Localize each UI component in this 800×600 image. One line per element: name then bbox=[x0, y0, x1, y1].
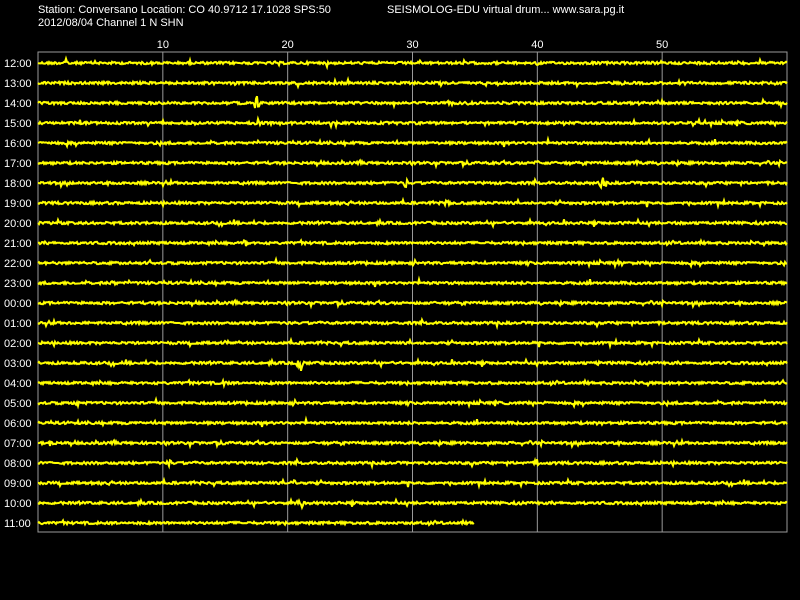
x-tick-label: 30 bbox=[406, 39, 418, 51]
trace-0600 bbox=[37, 415, 788, 428]
row-label: 11:00 bbox=[4, 518, 31, 530]
row-label: 08:00 bbox=[4, 458, 32, 470]
row-label: 14:00 bbox=[4, 98, 32, 110]
trace-1500 bbox=[37, 115, 788, 131]
row-label: 04:00 bbox=[4, 378, 32, 390]
trace-1400 bbox=[37, 95, 788, 110]
product-info: SEISMOLOG-EDU virtual drum... www.sara.p… bbox=[387, 4, 625, 16]
trace-0700 bbox=[37, 437, 788, 450]
station-info: Station: Conversano Location: CO 40.9712… bbox=[38, 4, 331, 16]
trace-0400 bbox=[37, 377, 788, 390]
trace-1300 bbox=[37, 75, 788, 90]
row-label: 10:00 bbox=[4, 498, 32, 510]
trace-1200 bbox=[37, 55, 788, 71]
row-label: 06:00 bbox=[4, 418, 32, 430]
row-label: 03:00 bbox=[4, 358, 32, 370]
row-label: 19:00 bbox=[4, 198, 32, 210]
trace-0100 bbox=[37, 316, 788, 331]
trace-1700 bbox=[37, 158, 788, 170]
trace-1900 bbox=[37, 196, 788, 210]
trace-0000 bbox=[37, 298, 788, 310]
trace-2200 bbox=[37, 256, 788, 270]
trace-0800 bbox=[37, 456, 788, 471]
row-label: 07:00 bbox=[4, 438, 32, 450]
trace-1800 bbox=[37, 176, 788, 190]
row-label: 00:00 bbox=[4, 298, 32, 310]
row-label: 17:00 bbox=[4, 158, 32, 170]
row-label: 01:00 bbox=[4, 318, 32, 330]
trace-1000 bbox=[37, 497, 788, 511]
row-label: 02:00 bbox=[4, 338, 32, 350]
trace-1100 bbox=[37, 517, 475, 527]
row-label: 13:00 bbox=[4, 78, 32, 90]
x-tick-label: 10 bbox=[157, 39, 169, 51]
row-label: 09:00 bbox=[4, 478, 32, 490]
row-label: 22:00 bbox=[4, 258, 32, 270]
trace-1600 bbox=[37, 135, 788, 150]
x-tick-label: 50 bbox=[656, 39, 668, 51]
trace-2300 bbox=[37, 275, 788, 288]
row-label: 21:00 bbox=[4, 238, 32, 250]
row-label: 12:00 bbox=[4, 58, 32, 70]
trace-2000 bbox=[37, 216, 788, 230]
row-label: 15:00 bbox=[4, 118, 32, 130]
trace-0500 bbox=[37, 396, 788, 410]
trace-0300 bbox=[37, 357, 788, 372]
x-tick-label: 20 bbox=[282, 39, 294, 51]
row-label: 16:00 bbox=[4, 138, 32, 150]
row-label: 05:00 bbox=[4, 398, 32, 410]
row-label: 18:00 bbox=[4, 178, 32, 190]
x-tick-label: 40 bbox=[531, 39, 543, 51]
row-label: 20:00 bbox=[4, 218, 32, 230]
date-channel-info: 2012/08/04 Channel 1 N SHN bbox=[38, 17, 184, 29]
trace-0900 bbox=[37, 476, 787, 490]
trace-0200 bbox=[37, 336, 788, 350]
trace-2100 bbox=[37, 237, 788, 248]
row-label: 23:00 bbox=[4, 278, 32, 290]
